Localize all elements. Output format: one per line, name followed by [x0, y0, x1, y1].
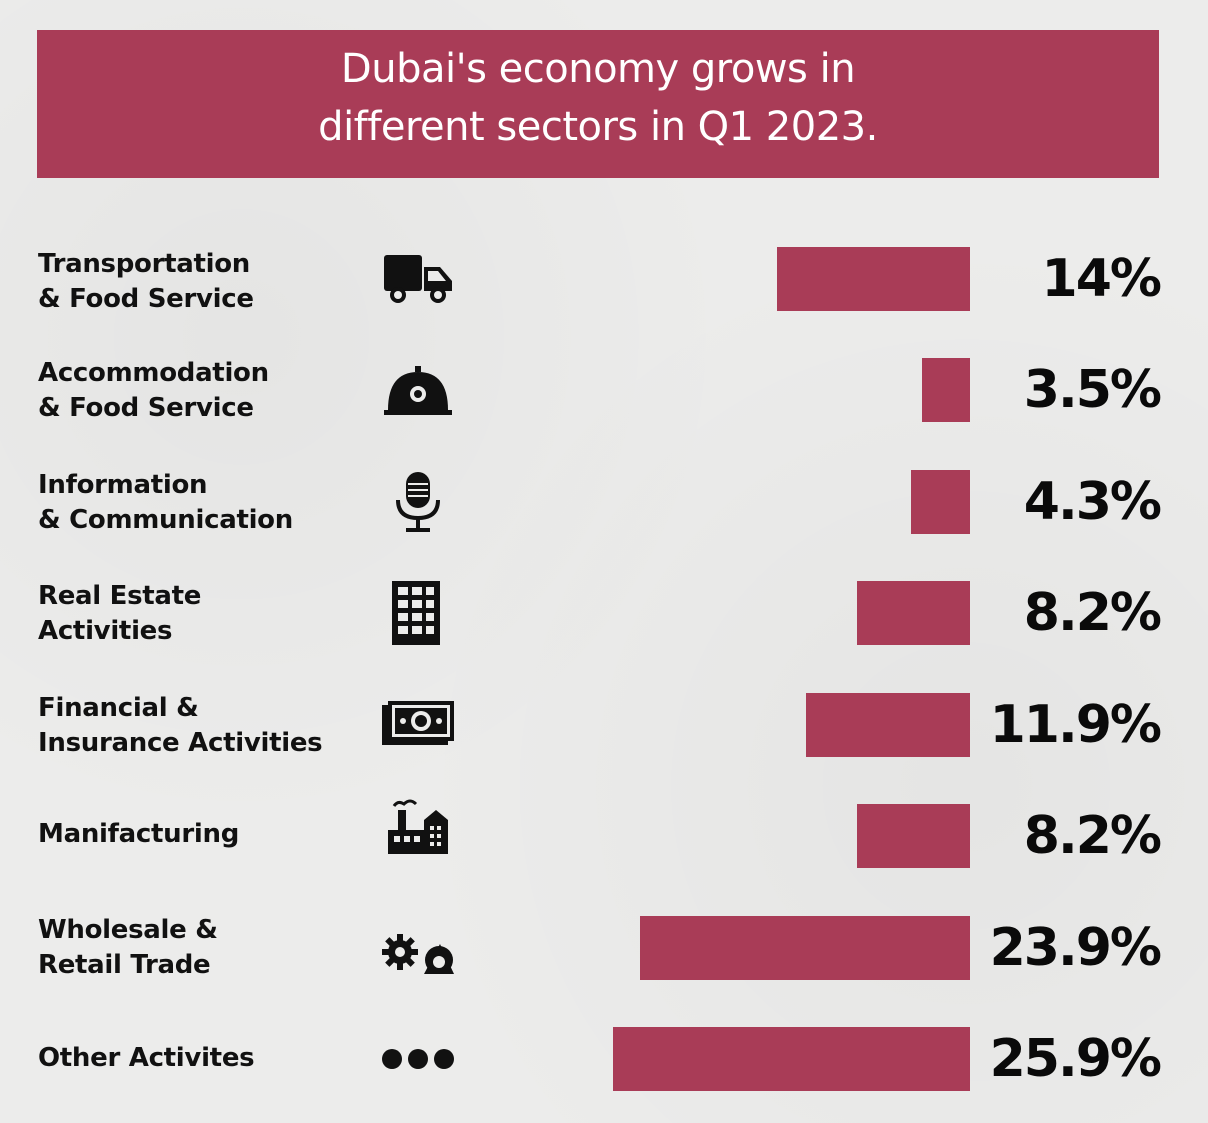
value-label: 14% [1041, 249, 1162, 309]
category-label: Accommodation & Food Service [38, 356, 368, 426]
category-label: Information & Communication [38, 468, 368, 538]
category-label-line2: & Communication [38, 505, 293, 535]
category-label-line2: Retail Trade [38, 950, 211, 980]
bar-4 [806, 693, 970, 757]
value-label: 11.9% [989, 695, 1162, 755]
more-dots-icon [382, 1049, 454, 1069]
category-label: Real Estate Activities [38, 579, 368, 649]
title-line-1: Dubai's economy grows in [340, 46, 856, 92]
category-label-line1: Transportation [38, 249, 251, 279]
category-label-line1: Manifacturing [38, 819, 240, 849]
bar-7 [613, 1027, 970, 1091]
factory-icon [388, 799, 448, 854]
value-label: 25.9% [989, 1029, 1162, 1089]
title-line-2: different sectors in Q1 2023. [318, 104, 878, 150]
category-label-line1: Financial & [38, 693, 199, 723]
building-icon [392, 581, 440, 645]
category-label-line1: Wholesale & [38, 915, 218, 945]
value-label: 23.9% [989, 918, 1162, 978]
gears-icon [382, 934, 454, 974]
category-label-line1: Accommodation [38, 358, 269, 388]
category-label-line2: & Food Service [38, 284, 254, 314]
microphone-icon [396, 472, 440, 532]
value-label: 4.3% [1023, 472, 1162, 532]
category-label: Other Activites [38, 1041, 368, 1076]
value-label: 3.5% [1023, 360, 1162, 420]
category-label: Manifacturing [38, 817, 368, 852]
bar-3 [857, 581, 970, 645]
bar-0 [777, 247, 970, 311]
category-label-line2: Insurance Activities [38, 728, 323, 758]
title-banner [37, 30, 1159, 178]
bar-2 [911, 470, 970, 534]
chart-title: Dubai's economy grows in different secto… [37, 40, 1159, 156]
category-label-line1: Other Activites [38, 1043, 255, 1073]
banknote-icon [382, 701, 454, 745]
category-label: Financial & Insurance Activities [38, 691, 368, 761]
value-label: 8.2% [1023, 806, 1162, 866]
category-label-line2: Activities [38, 616, 173, 646]
category-label-line1: Real Estate [38, 581, 202, 611]
bar-5 [857, 804, 970, 868]
category-label: Transportation & Food Service [38, 247, 368, 317]
category-label-line2: & Food Service [38, 393, 254, 423]
category-label-line1: Information [38, 470, 208, 500]
cloche-icon [384, 366, 452, 415]
category-label: Wholesale & Retail Trade [38, 913, 368, 983]
bar-1 [922, 358, 970, 422]
truck-icon [384, 255, 452, 303]
value-label: 8.2% [1023, 583, 1162, 643]
bar-6 [640, 916, 970, 980]
